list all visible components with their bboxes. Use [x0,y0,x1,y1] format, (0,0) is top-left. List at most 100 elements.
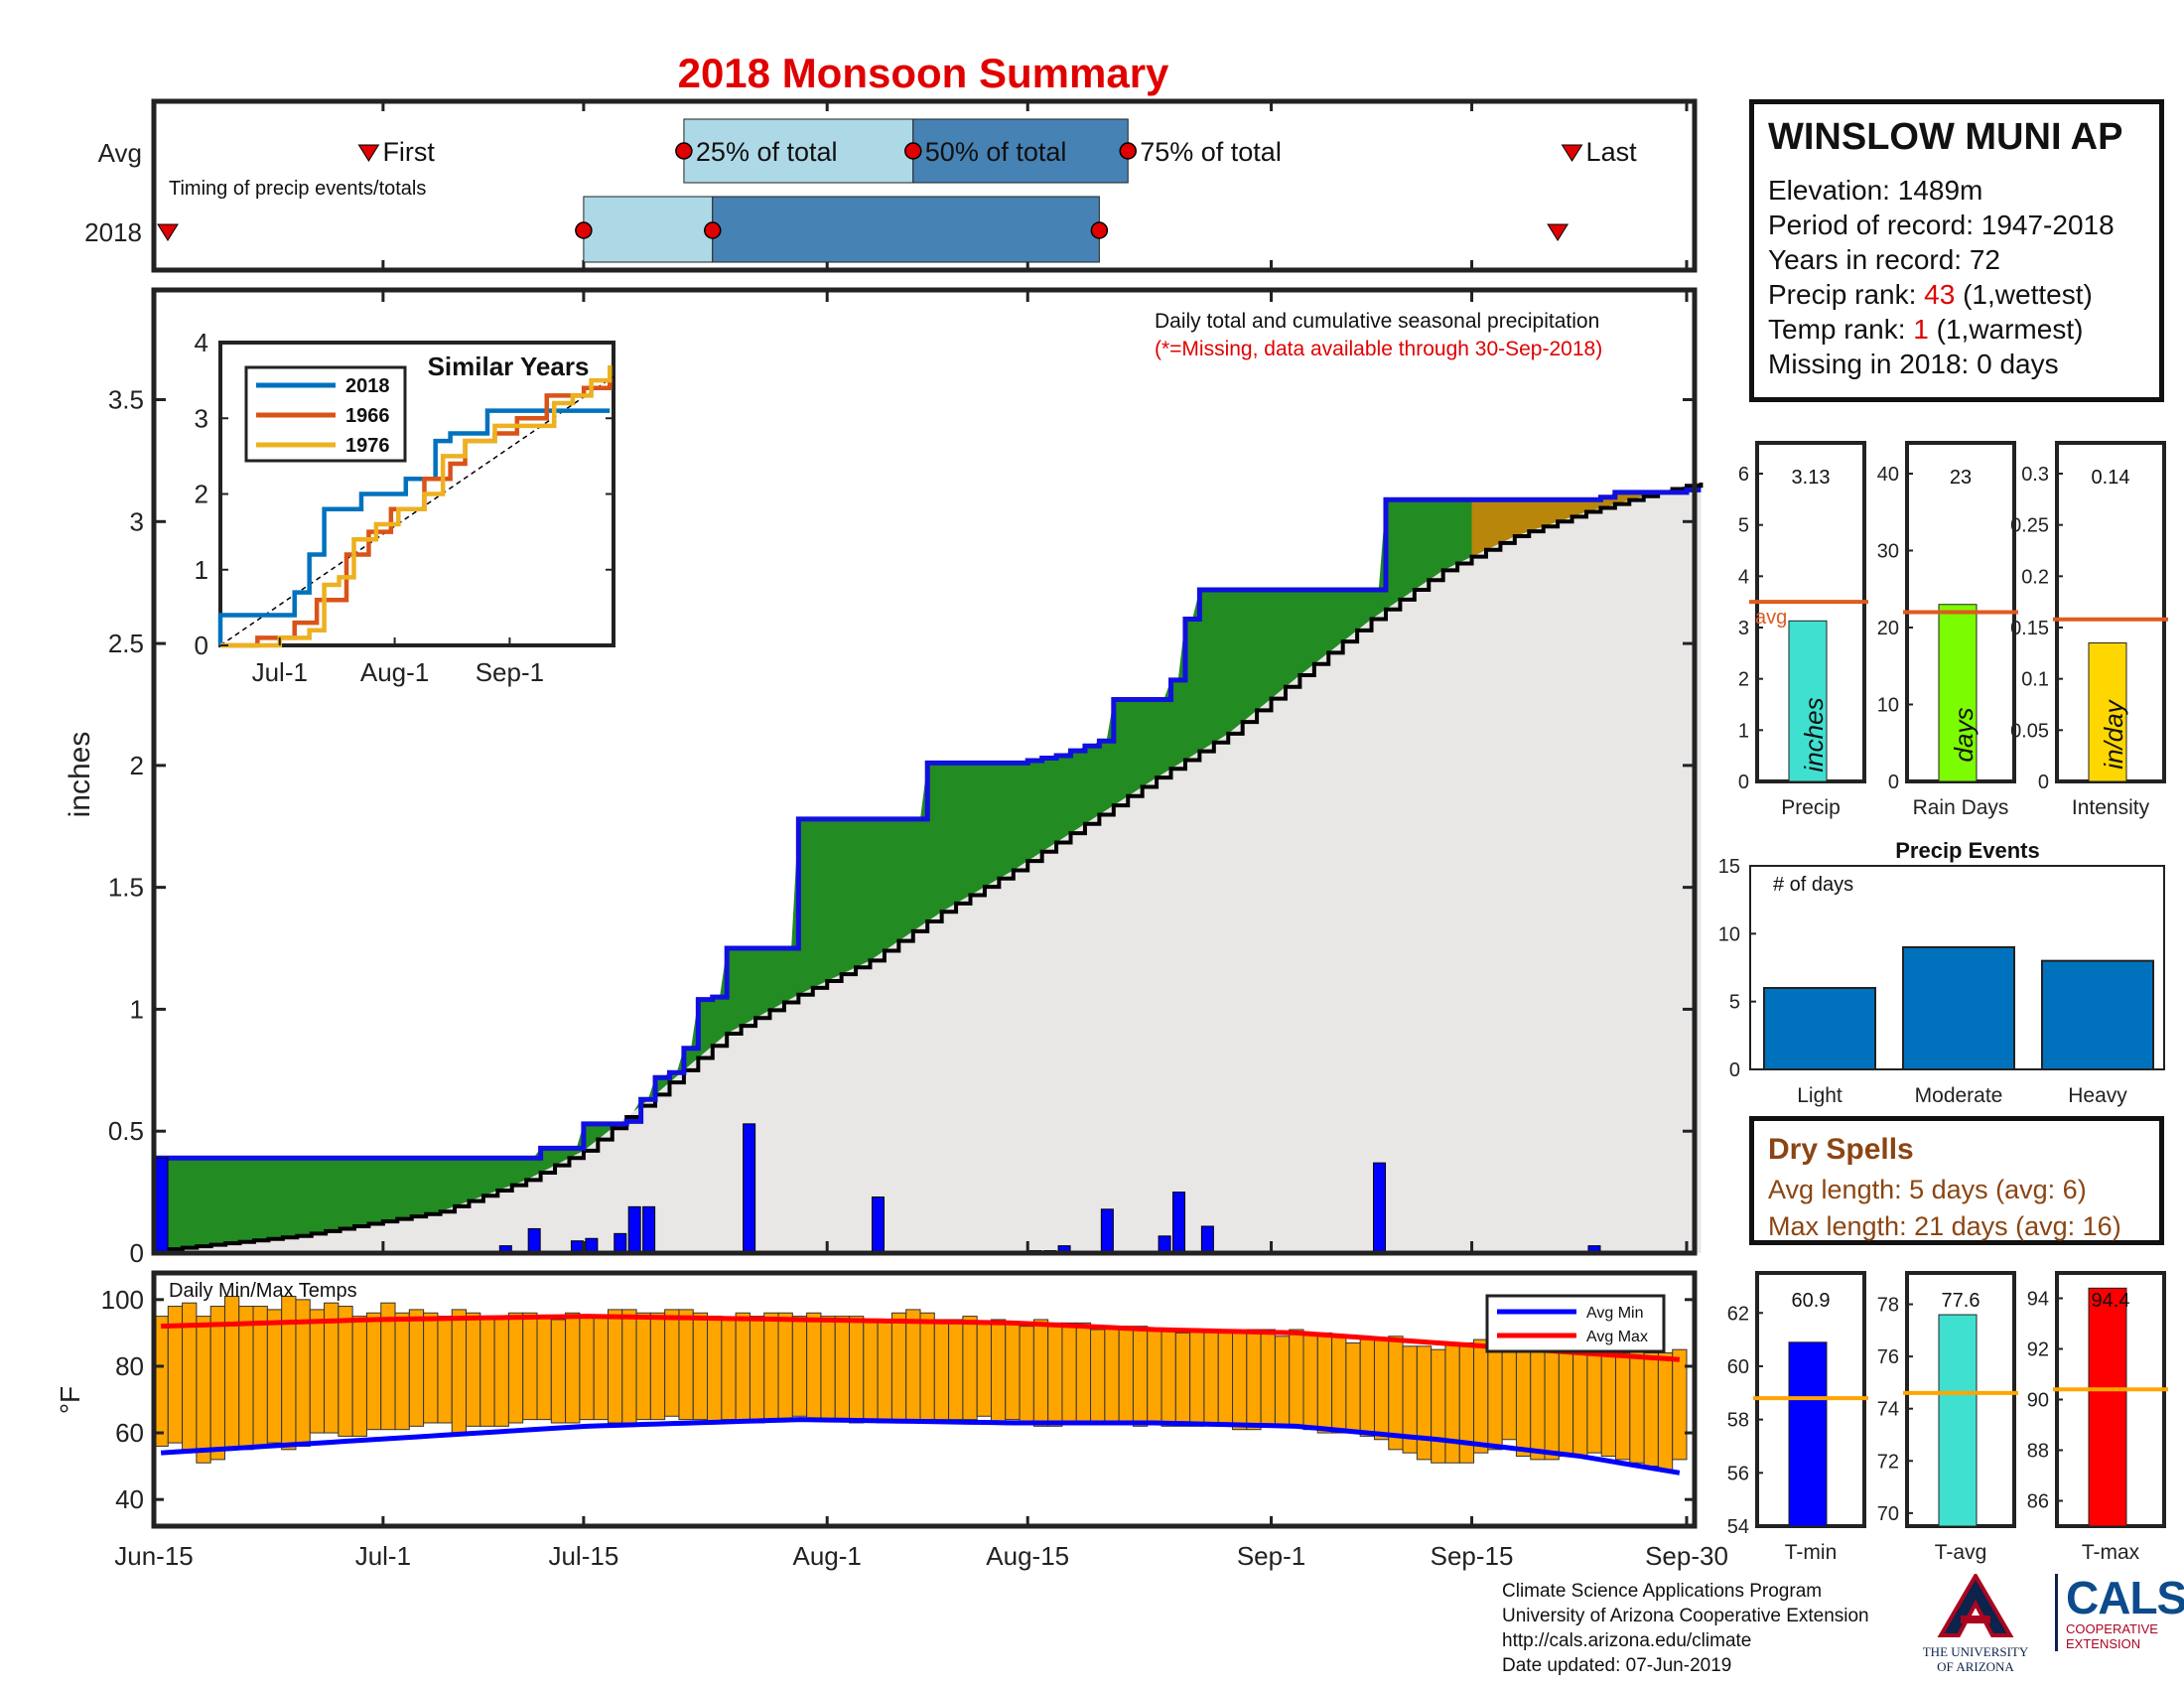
y-tick-label: 2 [130,751,144,780]
dry-spells-title: Dry Spells [1768,1133,1914,1166]
y-tick-label: 0.5 [108,1116,144,1146]
daily-temp-bar [863,1319,879,1421]
dry-spells-avg: Avg length: 5 days (avg: 6) [1768,1175,2087,1204]
daily-temp-bar [877,1319,892,1424]
2018-last-marker [1547,223,1570,241]
daily-temp-bar [948,1319,964,1421]
tstat-y-tick-label: 92 [2027,1339,2049,1361]
events-y-tick-label: 10 [1718,923,1740,945]
avg-25-50-box [683,118,914,184]
stat-y-tick-label: 1 [1738,720,1749,742]
figure-title: 2018 Monsoon Summary [678,50,1169,96]
x-tick-label: Aug-15 [986,1541,1069,1571]
daily-temp-bar [1047,1322,1063,1427]
daily-temp-bar [1118,1326,1134,1424]
daily-precip-bar [627,1205,641,1254]
tstat-bar-T-min [1788,1341,1828,1527]
events-y-tick-label: 15 [1718,856,1740,878]
daily-temp-bar [1217,1332,1234,1427]
daily-temp-bar [1160,1329,1176,1427]
stat-unit-label: in/day [2099,698,2128,769]
event-category-label: Light [1797,1084,1843,1107]
inset-series-line-2018 [217,408,611,645]
stat-y-tick-label: 6 [1738,464,1749,486]
station-info-box: WINSLOW MUNI AP Elevation: 1489m Period … [1749,99,2164,402]
events-y-tick-label: 0 [1729,1059,1740,1081]
daily-precip-bar [1373,1162,1387,1254]
daily-temp-bar [806,1312,822,1421]
daily-temp-bar [479,1316,495,1427]
cumulative-2018-line [151,487,1702,1253]
x-tick-label: Sep-1 [1237,1541,1305,1571]
event-category-label: Moderate [1915,1084,2003,1107]
avg-p75-marker [1119,142,1137,160]
credits-line-2: University of Arizona Cooperative Extens… [1502,1606,1869,1626]
avg-last-marker [1561,144,1583,162]
tstat-value-label: 77.6 [1942,1290,1980,1312]
daily-temp-bar [1615,1352,1631,1461]
event-bar-Moderate [1902,946,2015,1070]
tstat-y-tick-label: 76 [1877,1346,1899,1368]
daily-temp-bar [1657,1352,1674,1471]
2018-25-50-box [583,196,714,263]
daily-temp-bar [1005,1322,1021,1421]
daily-temp-bar [522,1312,538,1421]
daily-temp-bar [1444,1341,1460,1464]
daily-precip-bar [871,1196,885,1254]
daily-precip-bar [743,1123,756,1254]
daily-temp-bar [1643,1352,1659,1468]
similar-years-inset: 0 1 2 3 4 Jul-1 Aug-1 Sep-1 Similar Years 2018 196… [195,328,615,687]
daily-temp-bar [707,1316,723,1424]
daily-temp-bar [1147,1329,1162,1424]
daily-temp-bar [238,1306,254,1451]
missing-label: Missing in 2018: 0 days [1768,349,2059,379]
y-tick-label: 1 [130,994,144,1024]
temp-y-tick-label: 100 [101,1285,144,1315]
timing-row-label: 2018 [84,217,142,247]
daily-temp-bar [919,1312,935,1421]
daily-temp-bar [763,1312,779,1421]
daily-temp-bar [990,1319,1007,1424]
stat-y-tick-label: 5 [1738,515,1749,537]
daily-temp-bar [394,1312,410,1431]
tstat-value-label: 60.9 [1792,1290,1831,1312]
2018-50-75-box [712,196,1100,263]
x-tick-label: Jul-15 [548,1541,618,1571]
daily-temp-bar [692,1312,709,1421]
daily-temp-bar [1316,1332,1333,1434]
stat-y-tick-label: 0 [1888,772,1899,793]
daily-temp-bar [1104,1326,1120,1424]
avg-p25-label: 25% of total [696,137,838,167]
daily-precip-bar [642,1205,656,1254]
inset-y-tick-label: 0 [195,631,208,660]
events-y-tick-label: 5 [1729,992,1740,1014]
inset-title: Similar Years [428,352,590,381]
credits-block: Climate Science Applications Program Uni… [1502,1579,1869,1678]
inset-legend-label: 1976 [345,435,390,457]
temp-rank: Temp rank: 1 (1,warmest) [1768,312,2145,347]
daily-temp-bar [579,1316,595,1421]
temp-y-tick-label: 80 [115,1351,144,1381]
tstat-bar-T-max [2088,1287,2127,1527]
daily-temp-bar [1359,1338,1375,1437]
daily-temp-bar [252,1306,268,1447]
2018-p25-marker [575,221,593,239]
temp-frame [151,1270,1698,1529]
avg-min-line [160,1417,1681,1476]
daily-temp-bar [721,1319,737,1421]
stat-y-tick-label: 10 [1877,695,1899,717]
stat-y-tick-label: 0.25 [2010,515,2049,537]
stat-avg-label: avg [1755,607,1787,629]
avg-p75-label: 75% of total [1140,137,1282,167]
tstat-y-tick-label: 70 [1877,1503,1899,1525]
daily-temp-bar [1189,1329,1205,1427]
daily-temp-bar [536,1316,552,1421]
cals-subtext-2: EXTENSION [2066,1636,2141,1651]
legend-avg-min-label: Avg Min [1586,1305,1644,1322]
stat-y-tick-label: 0.2 [2021,566,2049,588]
stat-value-label: 0.14 [2092,467,2130,489]
stat-y-tick-label: 30 [1877,541,1899,563]
2018-first-marker [157,223,179,241]
